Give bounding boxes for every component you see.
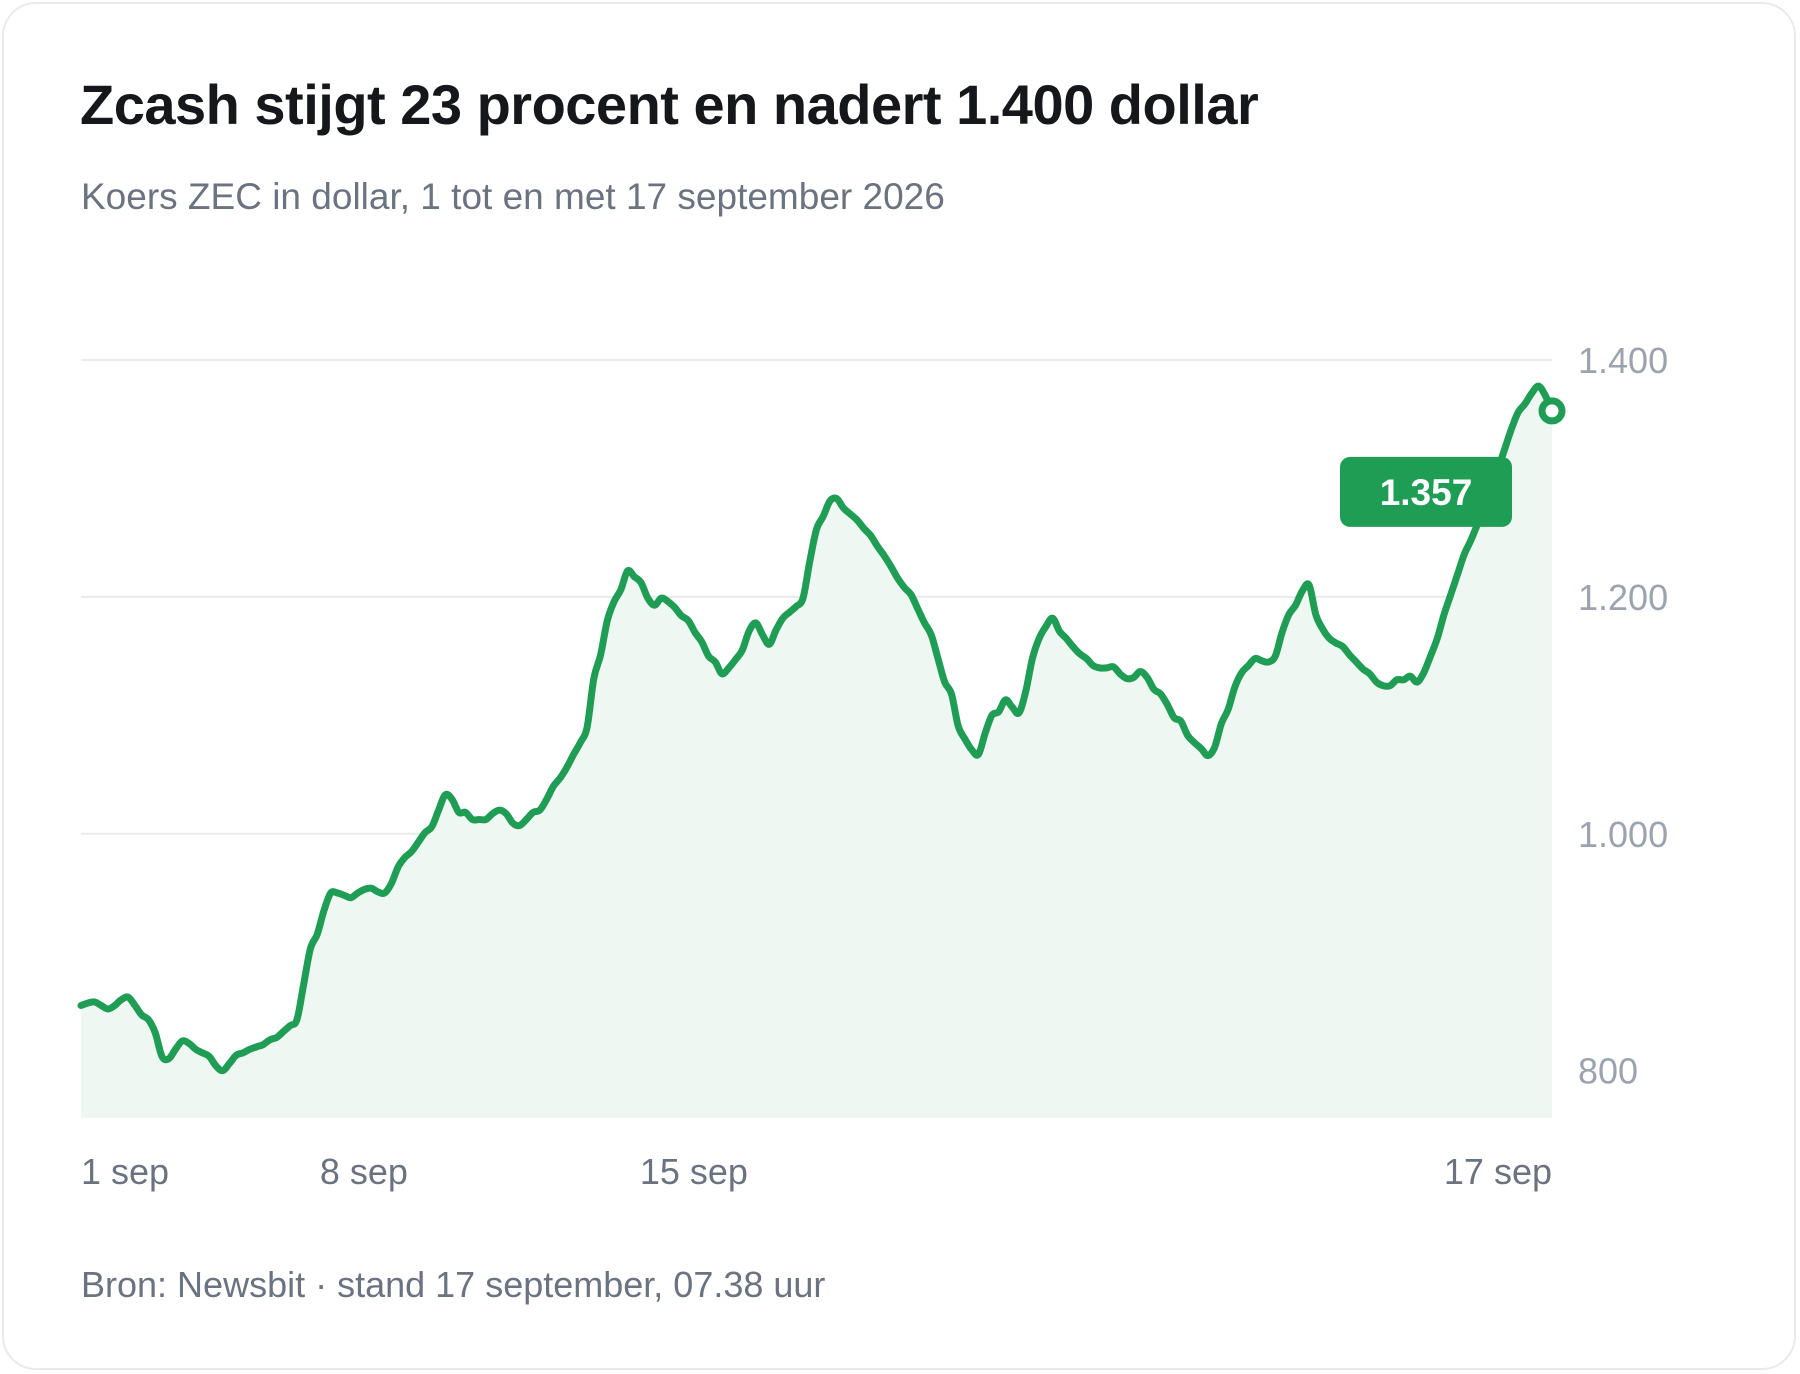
area-fill [81,386,1552,1118]
chart-title: Zcash stijgt 23 procent en nadert 1.400 … [80,73,1259,136]
x-axis-ticks: 1 sep 8 sep 15 sep 17 sep [81,1151,1552,1192]
x-tick-label: 15 sep [640,1151,748,1192]
last-value-badge [1340,456,1512,527]
x-tick-label: 1 sep [81,1151,169,1192]
y-tick-label: 1.400 [1578,340,1668,381]
y-tick-label: 800 [1578,1051,1638,1092]
y-tick-label: 1.000 [1578,814,1668,855]
source-note: Bron: Newsbit · stand 17 september, 07.3… [81,1264,826,1305]
price-line [77,382,1556,1075]
x-tick-label: 8 sep [320,1151,408,1192]
y-tick-label: 1.200 [1578,577,1668,618]
price-line-layer [77,382,1556,1075]
last-point-marker [1538,397,1566,425]
area-fill-layer [81,386,1552,1118]
x-tick-label: 17 sep [1444,1151,1552,1192]
last-value-label: 1.357 [1380,472,1473,513]
last-value-layer: 1.357 [1340,397,1566,527]
y-axis-ticks: 800 1.000 1.200 1.400 [1578,340,1668,1092]
chart-subtitle: Koers ZEC in dollar, 1 tot en met 17 sep… [81,176,945,217]
